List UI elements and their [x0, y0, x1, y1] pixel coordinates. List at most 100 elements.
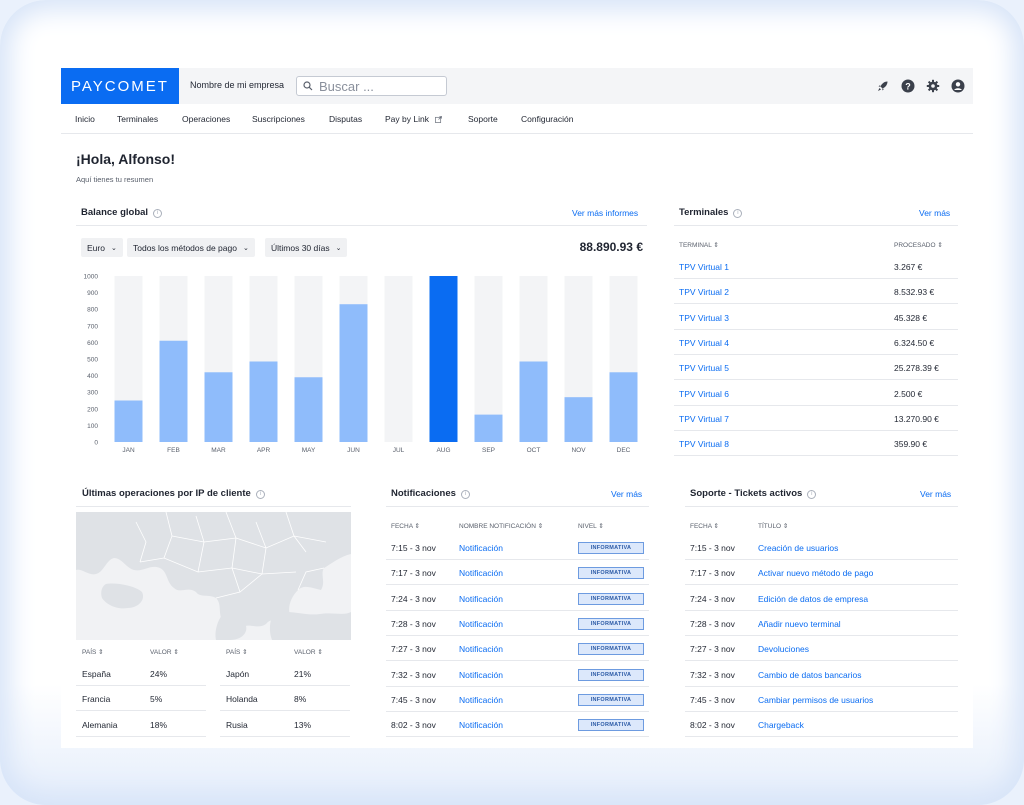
settings-icon[interactable]: [926, 79, 940, 93]
terminal-column-header[interactable]: TERMINAL ⇕: [679, 242, 719, 249]
x-tick-label: NOV: [571, 447, 586, 454]
ticket-date: 7:45 - 3 nov: [690, 694, 735, 705]
terminal-name-link[interactable]: TPV Virtual 3: [679, 312, 729, 323]
country-column-header[interactable]: PAÍS ⇕: [82, 649, 104, 656]
search-box[interactable]: [296, 76, 447, 96]
ticket-date: 7:28 - 3 nov: [690, 618, 735, 629]
tickets-more-link[interactable]: Ver más: [920, 489, 952, 499]
nav-disputas[interactable]: Disputas: [329, 114, 363, 124]
row-divider: [76, 685, 206, 686]
ticket-title-link[interactable]: Edición de datos de empresa: [758, 593, 869, 604]
terminal-name-link[interactable]: TPV Virtual 1: [679, 262, 729, 272]
bar-dec[interactable]: [609, 372, 638, 442]
terminal-name-link[interactable]: TPV Virtual 5: [679, 363, 729, 374]
processed-column-header[interactable]: PROCESADO ⇕: [894, 242, 943, 249]
bar-nov[interactable]: [564, 397, 593, 442]
bar-jun[interactable]: [339, 304, 368, 442]
terminal-name-link[interactable]: TPV Virtual 6: [679, 388, 729, 399]
nav-configuracion[interactable]: Configuración: [521, 114, 574, 124]
row-divider: [674, 303, 958, 305]
terminal-processed-value: 2.500 €: [894, 388, 923, 399]
bar-may[interactable]: [294, 377, 323, 442]
notification-name-link[interactable]: Notificación: [459, 644, 503, 655]
y-tick-label: 900: [87, 290, 98, 297]
level-badge: INFORMATIVA: [578, 617, 644, 630]
row-divider: [386, 634, 649, 636]
chevron-down-icon: ⌄: [242, 244, 249, 252]
info-icon[interactable]: i: [807, 490, 817, 499]
nav-terminales[interactable]: Terminales: [117, 114, 159, 124]
level-column-header[interactable]: NIVEL ⇕: [578, 523, 604, 530]
bar-sep[interactable]: [474, 414, 503, 442]
ticket-date: 7:27 - 3 nov: [690, 644, 735, 655]
terminal-name-link[interactable]: TPV Virtual 7: [679, 413, 729, 424]
company-name[interactable]: Nombre de mi empresa: [190, 80, 285, 90]
paycomet-logo[interactable]: PAYCOMET: [61, 68, 179, 104]
ticket-title-link[interactable]: Creación de usuarios: [758, 543, 839, 553]
methods-dropdown[interactable]: Todos los métodos de pago ⌄: [127, 238, 255, 257]
ticket-title-link[interactable]: Añadir nuevo terminal: [758, 618, 841, 629]
bar-jan[interactable]: [114, 400, 143, 443]
user-icon[interactable]: [951, 79, 965, 93]
bar-feb[interactable]: [159, 340, 188, 442]
divider: [674, 225, 958, 226]
rocket-icon[interactable]: [876, 79, 890, 93]
info-icon[interactable]: i: [255, 490, 265, 499]
help-icon[interactable]: ?: [901, 79, 915, 93]
nav-soporte[interactable]: Soporte: [468, 114, 498, 124]
terminal-name-link[interactable]: TPV Virtual 8: [679, 439, 729, 450]
info-icon[interactable]: i: [733, 209, 743, 218]
notification-name-link[interactable]: Notificación: [459, 543, 503, 553]
ticket-title-link[interactable]: Activar nuevo método de pago: [758, 568, 874, 579]
ticket-title-link[interactable]: Cambio de datos bancarios: [758, 669, 862, 680]
country-value: 8%: [294, 694, 307, 705]
notification-name-link[interactable]: Notificación: [459, 720, 503, 731]
notification-name-link[interactable]: Notificación: [459, 593, 503, 604]
date-column-header[interactable]: FECHA ⇕: [690, 523, 719, 530]
notification-name-link[interactable]: Notificación: [459, 669, 503, 680]
nav-suscripciones[interactable]: Suscripciones: [252, 114, 305, 124]
country-column-header[interactable]: PAÍS ⇕: [226, 649, 248, 656]
ticket-title-link[interactable]: Chargeback: [758, 720, 804, 731]
row-divider: [220, 710, 350, 712]
date-column-header[interactable]: FECHA ⇕: [391, 523, 420, 530]
notification-name-link[interactable]: Notificación: [459, 568, 503, 579]
chevron-down-icon: ⌄: [335, 244, 342, 252]
x-tick-label: APR: [257, 447, 271, 454]
notifications-more-link[interactable]: Ver más: [611, 489, 643, 499]
currency-value: Euro: [87, 242, 105, 253]
period-dropdown[interactable]: Últimos 30 días ⌄: [265, 238, 348, 257]
row-divider: [674, 278, 958, 279]
nav-inicio[interactable]: Inicio: [75, 114, 95, 124]
title-column-header[interactable]: TÍTULO ⇕: [758, 523, 789, 530]
bar-apr[interactable]: [249, 361, 278, 442]
ticket-title-link[interactable]: Cambiar permisos de usuarios: [758, 694, 874, 705]
notification-date: 7:32 - 3 nov: [391, 669, 436, 680]
terminal-name-link[interactable]: TPV Virtual 4: [679, 337, 729, 348]
terminal-name-link[interactable]: TPV Virtual 2: [679, 287, 729, 298]
notification-name-link[interactable]: Notificación: [459, 694, 503, 705]
ticket-title-link[interactable]: Devoluciones: [758, 644, 810, 655]
notification-name-link[interactable]: Notificación: [459, 618, 503, 629]
nav-pay-by-link[interactable]: Pay by Link: [385, 114, 442, 124]
info-icon[interactable]: i: [460, 490, 470, 499]
bar-mar[interactable]: [204, 372, 233, 442]
terminal-processed-value: 3.267 €: [894, 262, 923, 272]
value-column-header[interactable]: VALOR ⇕: [294, 649, 323, 656]
bar-oct[interactable]: [519, 361, 548, 442]
bar-track: [474, 276, 503, 442]
country-name: Alemania: [82, 719, 118, 730]
world-map[interactable]: [76, 512, 351, 640]
search-input[interactable]: [319, 78, 439, 94]
notification-name-column-header[interactable]: NOMBRE NOTIFICACIÓN ⇕: [459, 523, 544, 530]
balance-more-link[interactable]: Ver más informes: [572, 208, 639, 218]
terminals-more-link[interactable]: Ver más: [919, 208, 951, 218]
row-divider: [220, 735, 350, 737]
country-value: 5%: [150, 694, 163, 705]
period-value: Últimos 30 días: [271, 242, 330, 253]
bar-aug[interactable]: [429, 276, 458, 442]
currency-dropdown[interactable]: Euro ⌄: [81, 238, 123, 257]
info-icon[interactable]: i: [153, 209, 163, 218]
nav-operaciones[interactable]: Operaciones: [182, 114, 231, 124]
value-column-header[interactable]: VALOR ⇕: [150, 649, 179, 656]
